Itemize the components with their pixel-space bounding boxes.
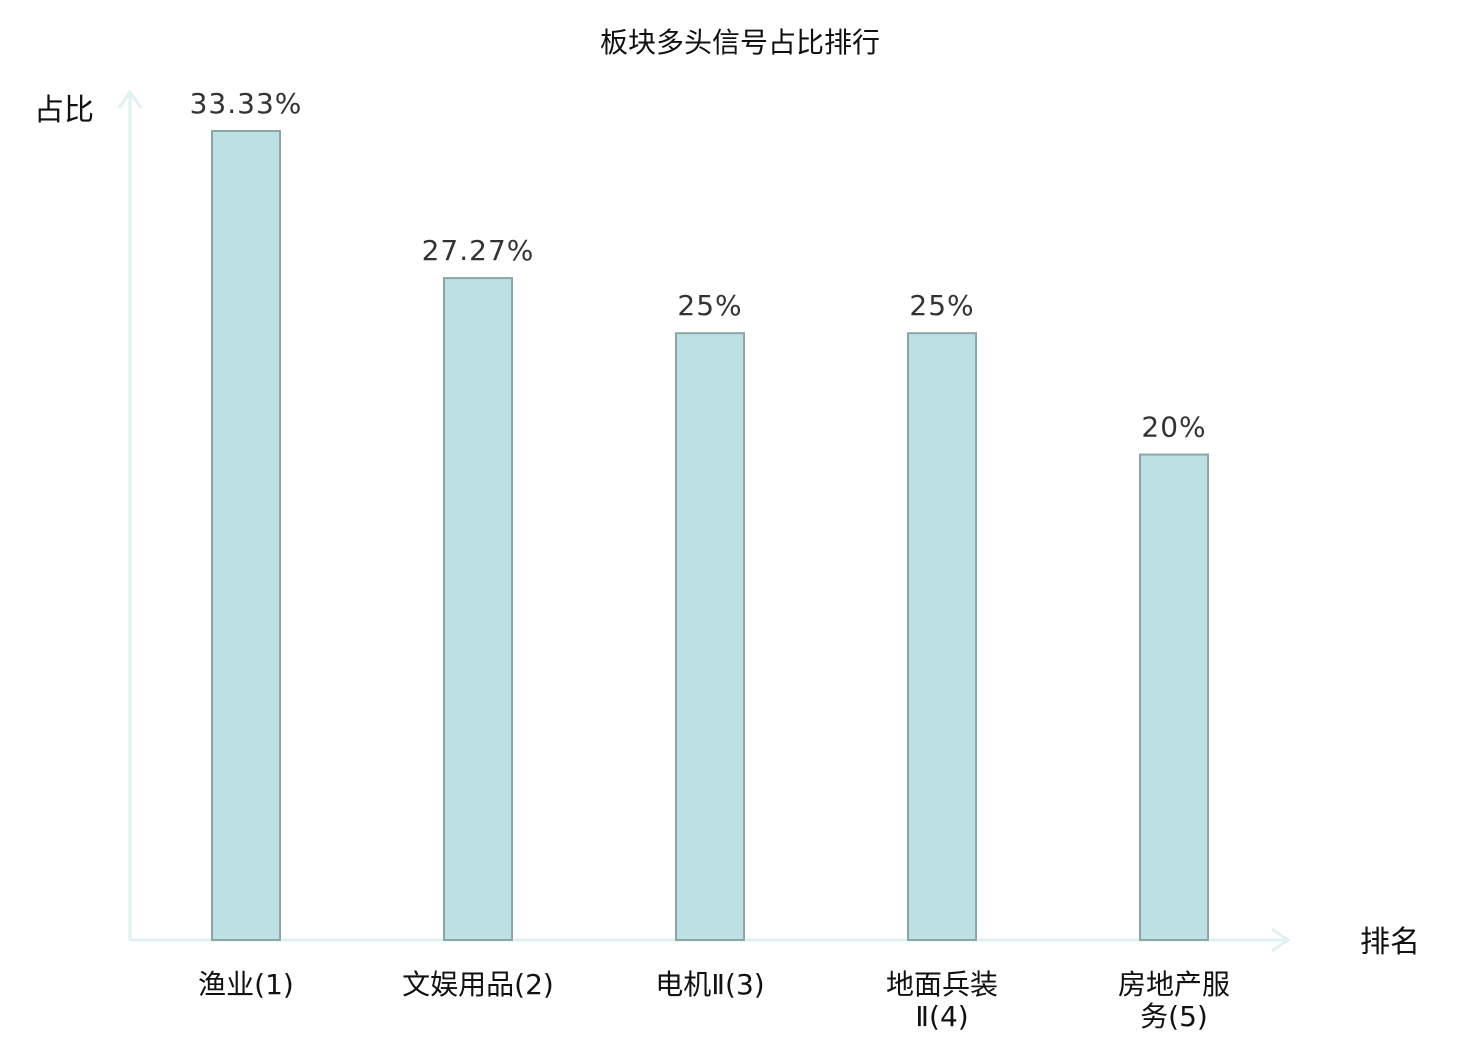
category-label-4-line-1: 地面兵装: [886, 968, 998, 1001]
x-axis-arrow: [1271, 927, 1291, 953]
value-label-2: 27.27%: [422, 234, 535, 267]
value-label-1: 33.33%: [190, 87, 303, 120]
category-label-3-line-1: 电机Ⅱ(3): [655, 968, 764, 1001]
category-label-5-line-2: 务(5): [1140, 1000, 1208, 1033]
bar-2: [443, 277, 513, 942]
category-label-4-line-2: Ⅱ(4): [915, 1000, 968, 1033]
value-label-5: 20%: [1141, 411, 1206, 444]
y-axis-arrow: [117, 89, 143, 109]
value-label-4: 25%: [909, 289, 974, 322]
bars-group: [211, 130, 1209, 942]
bar-4: [907, 332, 977, 941]
category-label-2-line-1: 文娱用品(2): [402, 968, 554, 1001]
y-axis-label: 占比: [34, 93, 94, 128]
bar-5: [1139, 453, 1209, 941]
x-axis-label: 排名: [1360, 925, 1420, 960]
category-label-1-line-1: 渔业(1): [198, 968, 294, 1001]
chart-title: 板块多头信号占比排行: [600, 26, 880, 59]
bar-3: [675, 332, 745, 941]
category-label-5-line-1: 房地产服: [1118, 968, 1230, 1001]
value-label-3: 25%: [677, 289, 742, 322]
value-labels-group: 33.33% 27.27% 25% 25% 20%: [190, 87, 1206, 444]
bar-1: [211, 130, 281, 941]
